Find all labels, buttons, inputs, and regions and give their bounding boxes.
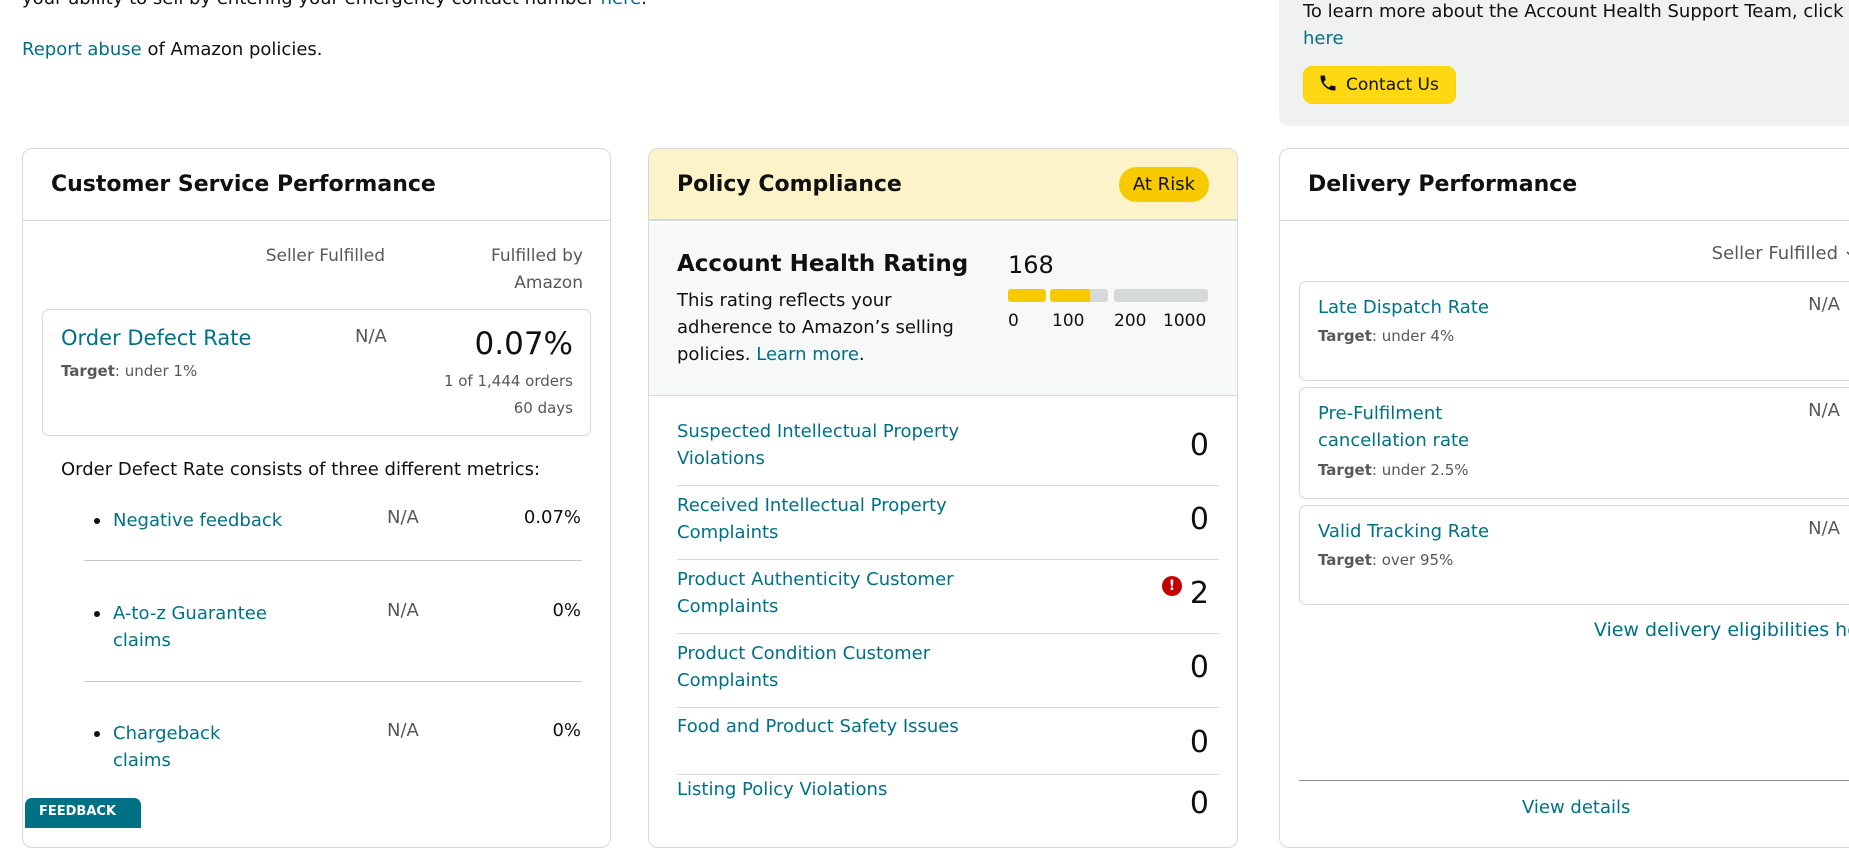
report-abuse-link[interactable]: Report abuse	[22, 39, 142, 60]
ahr-description: This rating reflects your adherence to A…	[677, 290, 954, 365]
customer-service-card: Customer Service Performance Seller Fulf…	[22, 148, 611, 848]
ahr-tick-200: 200	[1114, 311, 1147, 331]
report-abuse-line: Report abuse of Amazon policies.	[22, 39, 323, 60]
ahr-tick-0: 0	[1008, 311, 1019, 331]
metric-negative-feedback: Negative feedback N/A 0.07%	[61, 507, 581, 547]
ahr-tick-100: 100	[1052, 311, 1085, 331]
support-here-link[interactable]: here	[1303, 28, 1344, 49]
phone-icon	[1318, 73, 1338, 98]
delivery-performance-card: Delivery Performance Seller Fulfilled La…	[1279, 148, 1849, 848]
policy-row-listing: Listing Policy Violations 0	[677, 776, 1219, 844]
divider	[84, 560, 582, 561]
valid-tracking-rate-box: Valid Tracking Rate Target: over 95% N/A	[1299, 505, 1849, 605]
policy-row-suspected-ip: Suspected Intellectual Property Violatio…	[677, 418, 1219, 486]
valid-tracking-target: Target: over 95%	[1318, 551, 1454, 569]
listing-policy-violations-link[interactable]: Listing Policy Violations	[677, 779, 888, 800]
received-ip-complaints-link[interactable]: Received Intellectual Property Complaint…	[677, 495, 947, 543]
order-defect-rate-box: Order Defect Rate Target: under 1% N/A 0…	[42, 309, 591, 436]
authenticity-complaints-link[interactable]: Product Authenticity Customer Complaints	[677, 569, 954, 617]
policy-row-food-safety: Food and Product Safety Issues 0	[677, 713, 1219, 775]
at-risk-badge: At Risk	[1118, 166, 1209, 202]
policy-compliance-title: Policy Compliance	[677, 171, 902, 197]
seller-fulfilled-column-header: Seller Fulfilled	[265, 246, 385, 266]
policy-row-authenticity: Product Authenticity Customer Complaints…	[677, 566, 1219, 634]
pre-fulfilment-target: Target: under 2.5%	[1318, 461, 1469, 479]
ahr-bar-segment-3	[1114, 289, 1208, 302]
valid-tracking-rate-link[interactable]: Valid Tracking Rate	[1318, 521, 1490, 542]
order-defect-rate-link[interactable]: Order Defect Rate	[61, 326, 252, 350]
alert-icon: !	[1162, 576, 1182, 596]
odr-consists-text: Order Defect Rate consists of three diff…	[61, 459, 541, 480]
policy-compliance-card: Policy Compliance At Risk Account Health…	[648, 148, 1238, 848]
odr-orders-info: 1 of 1,444 orders 60 days	[443, 372, 573, 417]
customer-service-title: Customer Service Performance	[51, 172, 436, 197]
ahr-score: 168	[1008, 251, 1054, 279]
negative-feedback-link[interactable]: Negative feedback	[113, 510, 283, 531]
condition-complaints-link[interactable]: Product Condition Customer Complaints	[677, 643, 931, 691]
contact-us-button[interactable]: Contact Us	[1303, 66, 1456, 104]
ahr-bar-segment-1	[1008, 289, 1046, 302]
odr-fba-value: 0.07%	[474, 326, 573, 362]
account-health-rating-box: Account Health Rating This rating reflec…	[649, 223, 1237, 396]
account-health-support-panel: To learn more about the Account Health S…	[1279, 0, 1849, 126]
pre-fulfilment-cancellation-link[interactable]: Pre-Fulfilment cancellation rate	[1318, 403, 1470, 451]
divider	[84, 681, 582, 682]
fulfillment-filter-dropdown[interactable]: Seller Fulfilled	[1712, 243, 1849, 264]
fba-column-header: Fulfilled by Amazon	[490, 246, 583, 293]
chargeback-claims-link[interactable]: Chargeback claims	[113, 723, 221, 771]
atoz-claims-link[interactable]: A-to-z Guarantee claims	[113, 603, 267, 651]
odr-target: Target: under 1%	[61, 362, 198, 380]
view-delivery-eligibilities-link[interactable]: View delivery eligibilities here	[1593, 619, 1849, 641]
ahr-rating-bar	[1008, 289, 1208, 302]
divider	[1299, 780, 1849, 781]
customer-service-header: Customer Service Performance	[23, 149, 610, 221]
ahr-tick-1000: 1000	[1163, 311, 1207, 331]
delivery-performance-header: Delivery Performance	[1280, 149, 1849, 221]
ahr-title: Account Health Rating	[677, 251, 969, 277]
delivery-performance-title: Delivery Performance	[1308, 172, 1578, 197]
late-dispatch-target: Target: under 4%	[1318, 327, 1455, 345]
policy-row-condition: Product Condition Customer Complaints 0	[677, 640, 1219, 708]
suspected-ip-violations-link[interactable]: Suspected Intellectual Property Violatio…	[677, 421, 960, 469]
feedback-tab[interactable]: FEEDBACK	[25, 798, 141, 828]
policy-row-received-ip: Received Intellectual Property Complaint…	[677, 492, 1219, 560]
pre-fulfilment-cancellation-box: Pre-Fulfilment cancellation rate Target:…	[1299, 387, 1849, 499]
odr-seller-value: N/A	[355, 326, 387, 347]
metric-atoz-claims: A-to-z Guarantee claims N/A 0%	[61, 600, 581, 660]
ahr-bar-segment-2	[1050, 289, 1090, 302]
support-text: To learn more about the Account Health S…	[1303, 1, 1844, 49]
metric-chargeback-claims: Chargeback claims N/A 0%	[61, 720, 581, 771]
ahr-bar-segment-2-empty	[1090, 289, 1108, 302]
food-safety-issues-link[interactable]: Food and Product Safety Issues	[677, 716, 959, 737]
emergency-contact-link[interactable]: here	[601, 0, 642, 9]
policy-compliance-header: Policy Compliance At Risk	[649, 149, 1237, 221]
emergency-contact-text: your ability to sell by entering your em…	[22, 0, 647, 9]
learn-more-link[interactable]: Learn more	[756, 344, 859, 365]
late-dispatch-rate-link[interactable]: Late Dispatch Rate	[1318, 297, 1489, 318]
late-dispatch-rate-box: Late Dispatch Rate Target: under 4% N/A	[1299, 281, 1849, 381]
